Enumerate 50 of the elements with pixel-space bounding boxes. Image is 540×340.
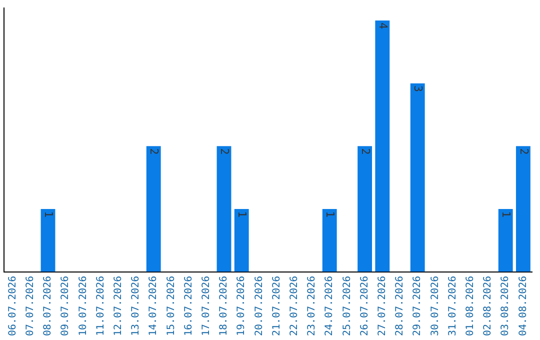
data-label: 2	[218, 148, 232, 155]
x-tick-label: 02.08.2026	[482, 276, 494, 336]
data-label: 3	[412, 85, 425, 92]
x-tick-label: 22.07.2026	[288, 276, 300, 336]
x-tick-label: 04.08.2026	[518, 276, 529, 336]
data-label: 1	[42, 210, 56, 218]
x-tick-label: 09.07.2026	[60, 276, 72, 336]
x-tick-label: 17.07.2026	[200, 276, 212, 336]
x-tick-label: 08.07.2026	[42, 276, 54, 336]
x-tick-label: 18.07.2026	[218, 276, 230, 336]
data-label: 2	[517, 148, 530, 155]
bar	[498, 208, 513, 272]
x-tick-label: 31.07.2026	[447, 276, 458, 336]
bar	[358, 146, 372, 272]
bar	[410, 83, 425, 272]
x-tick-label: 24.07.2026	[324, 276, 336, 336]
x-tick-label: 19.07.2026	[236, 276, 248, 336]
x-tick-label: 01.08.2026	[464, 276, 476, 336]
bar	[216, 146, 232, 272]
x-tick-label: 29.07.2026	[412, 276, 424, 336]
bar	[322, 208, 337, 272]
x-tick-label: 12.07.2026	[112, 276, 124, 336]
data-label: 1	[236, 210, 249, 218]
bar	[146, 146, 161, 272]
x-tick-label: 11.07.2026	[95, 276, 106, 336]
data-label: 2	[358, 148, 372, 155]
x-tick-label: 23.07.2026	[306, 276, 318, 336]
x-tick-label: 07.07.2026	[24, 276, 36, 336]
bar	[375, 20, 390, 272]
x-tick-label: 06.07.2026	[7, 276, 18, 336]
data-label: 1	[324, 210, 337, 218]
x-tick-label: 14.07.2026	[148, 276, 160, 336]
x-tick-label: 10.07.2026	[78, 276, 89, 336]
x-tick-label: 25.07.2026	[342, 276, 353, 336]
data-label: 2	[148, 148, 161, 155]
x-tick-label: 27.07.2026	[376, 276, 388, 336]
data-label: 1	[500, 210, 513, 218]
x-tick-label: 21.07.2026	[271, 276, 282, 336]
x-tick-label: 26.07.2026	[359, 276, 370, 336]
data-label: 4	[376, 22, 390, 30]
x-tick-label: 30.07.2026	[430, 276, 441, 336]
x-tick-label: 28.07.2026	[394, 276, 406, 336]
x-tick-label: 13.07.2026	[130, 276, 142, 336]
x-tick-label: 16.07.2026	[183, 276, 194, 336]
bar	[234, 208, 249, 272]
bar	[516, 146, 530, 272]
x-tick-label: 20.07.2026	[254, 276, 265, 336]
x-tick-label: 03.08.2026	[500, 276, 512, 336]
bar	[40, 208, 56, 272]
x-tick-label: 15.07.2026	[166, 276, 177, 336]
